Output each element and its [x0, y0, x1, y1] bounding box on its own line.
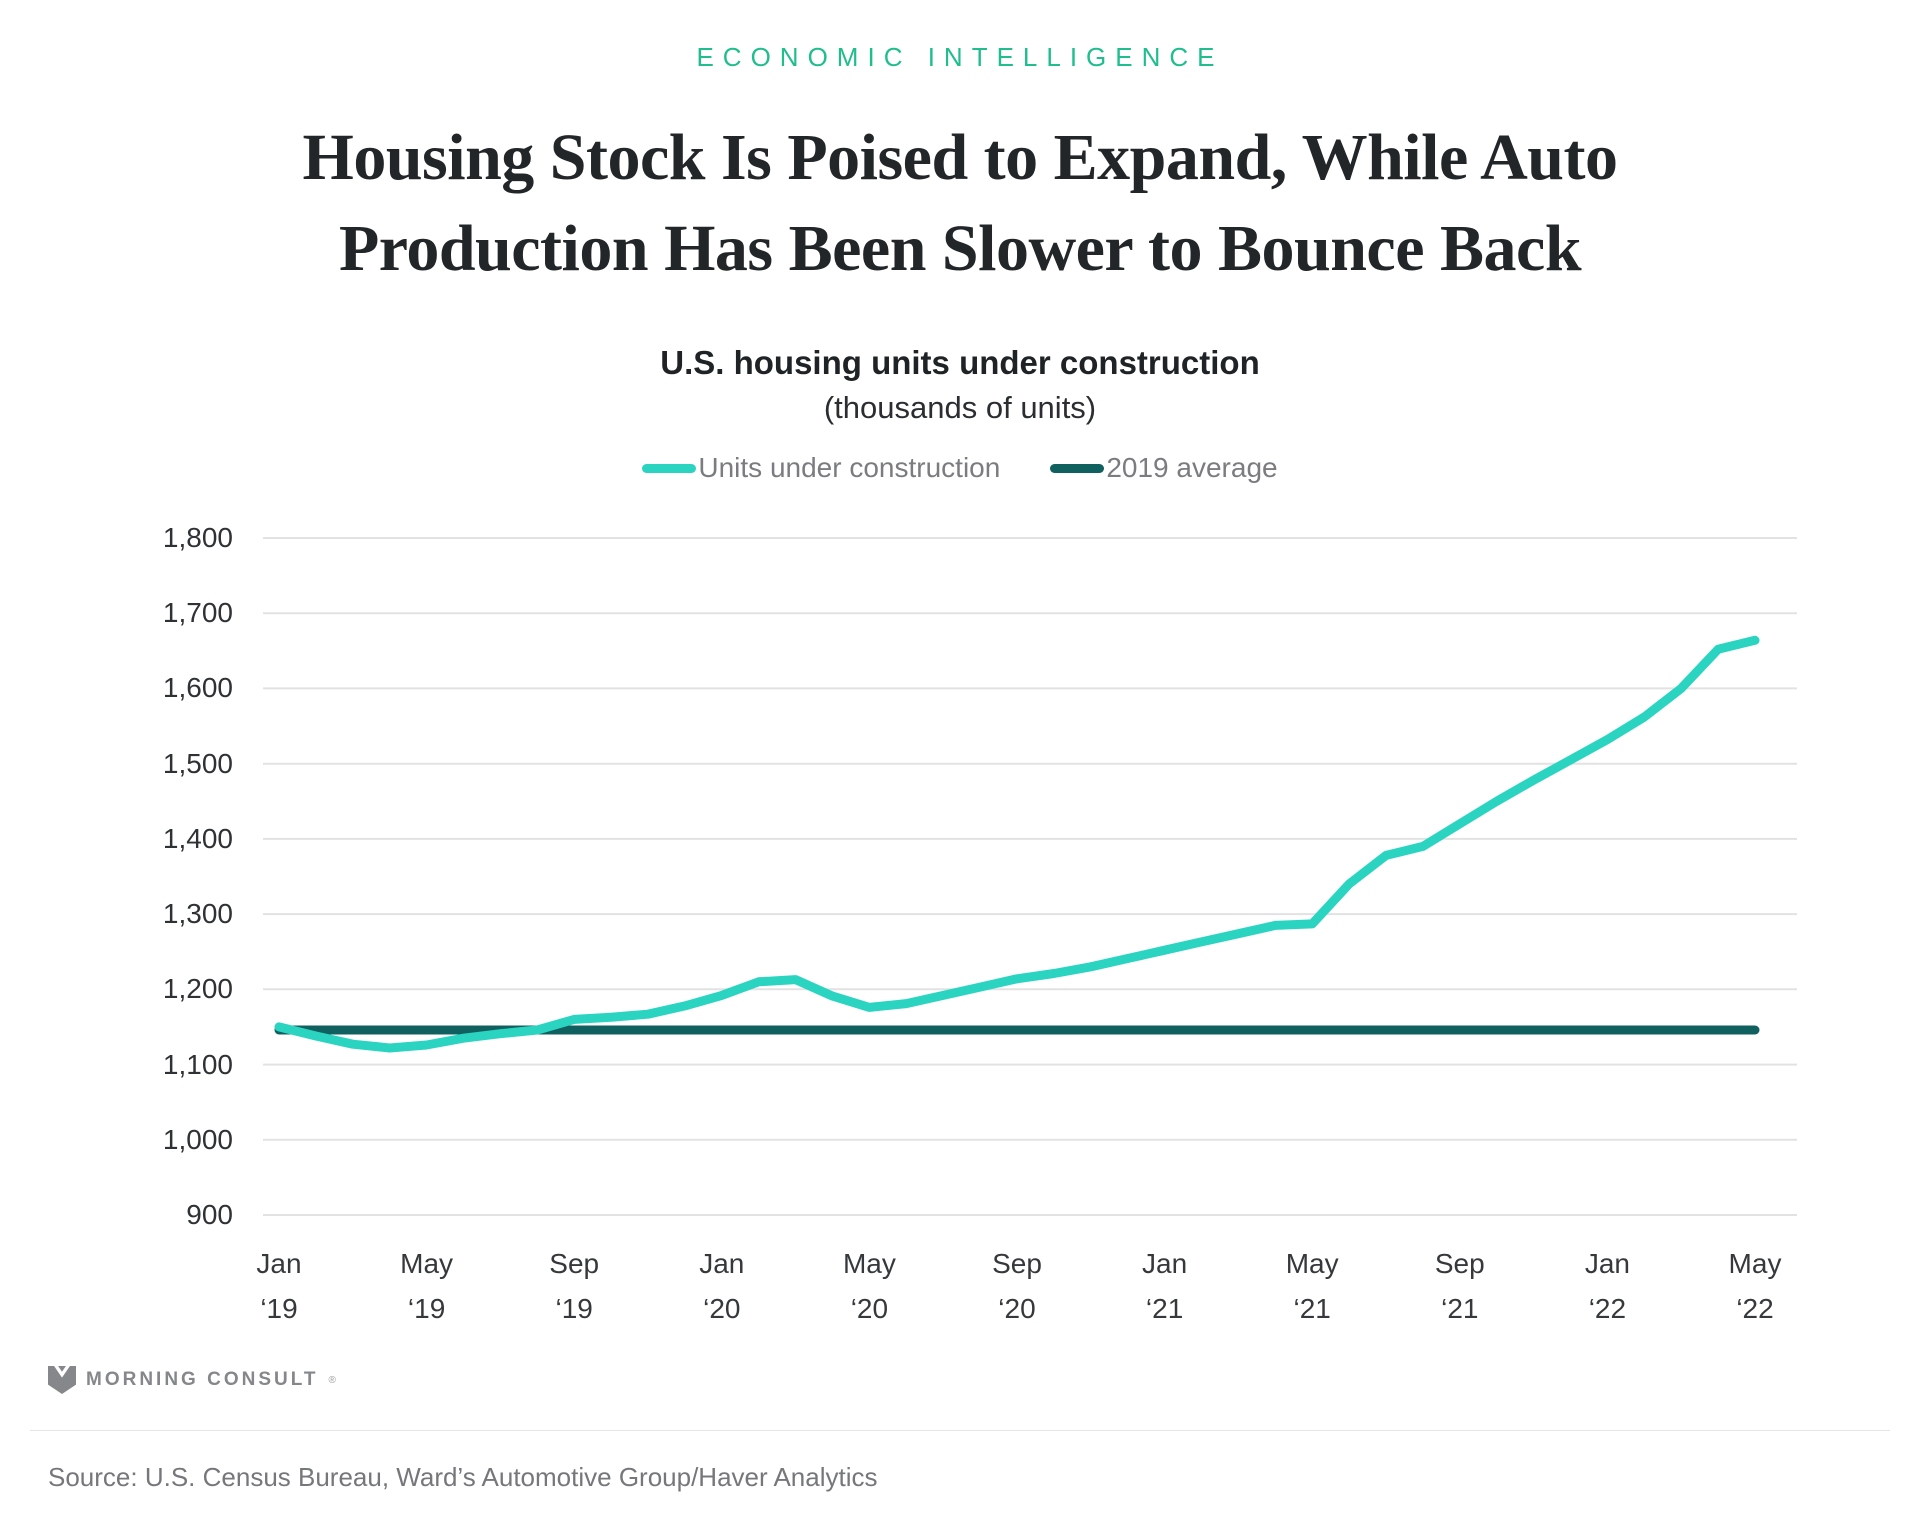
x-axis-month: Jan: [1142, 1248, 1188, 1279]
y-axis-label: 1,300: [162, 898, 233, 930]
footer-divider: [30, 1430, 1890, 1431]
x-axis-month: Sep: [1434, 1248, 1485, 1279]
legend-label: Units under construction: [698, 452, 1001, 483]
x-axis-year: ‘20: [850, 1293, 889, 1324]
x-axis-year: ‘21: [1293, 1293, 1331, 1324]
x-axis-label: Jan ‘20: [699, 1241, 744, 1331]
chart-units-note: (thousands of units): [823, 390, 1097, 425]
x-axis-year: ‘19: [260, 1293, 298, 1324]
chart-legend: Units under construction 2019 average: [0, 452, 1920, 484]
morning-consult-wordmark: MORNING CONSULT: [86, 1369, 319, 1390]
x-axis-label: Sep ‘19: [549, 1241, 599, 1331]
x-axis-month: Sep: [549, 1248, 600, 1279]
x-axis-month: May: [1285, 1248, 1339, 1279]
x-axis-year: ‘19: [555, 1293, 593, 1324]
x-axis-month: May: [842, 1248, 896, 1279]
x-axis-label: Sep ‘20: [992, 1241, 1042, 1331]
x-axis-month: Jan: [699, 1248, 745, 1279]
y-axis-label: 1,700: [162, 597, 233, 629]
x-axis-label: May ‘22: [1729, 1241, 1782, 1331]
y-axis-label: 1,200: [162, 973, 233, 1005]
legend-item-average: 2019 average: [1050, 452, 1278, 484]
x-axis-year: ‘21: [1145, 1293, 1184, 1324]
y-axis-label: 1,000: [162, 1123, 233, 1155]
page-title: Housing Stock Is Poised to Expand, While…: [302, 121, 1618, 286]
x-axis-month: May: [400, 1248, 454, 1279]
x-axis-month: Jan: [1584, 1248, 1630, 1279]
x-axis-month: Jan: [256, 1248, 302, 1279]
x-axis-label: May ‘21: [1286, 1241, 1339, 1331]
y-axis-label: 1,800: [162, 522, 233, 553]
y-axis-label: 1,100: [162, 1048, 233, 1080]
x-axis-year: ‘19: [407, 1293, 446, 1324]
source-attribution: Source: U.S. Census Bureau, Ward’s Autom…: [48, 1462, 878, 1492]
x-axis-month: May: [1728, 1248, 1782, 1279]
registered-mark: ®: [328, 1374, 336, 1386]
x-axis-year: ‘22: [1588, 1293, 1627, 1324]
x-axis-year: ‘22: [1736, 1293, 1774, 1324]
x-axis-label: Jan ‘22: [1585, 1241, 1630, 1331]
x-axis-year: ‘21: [1441, 1293, 1479, 1324]
y-axis-label: 1,600: [162, 672, 233, 704]
x-axis-label: May ‘20: [843, 1241, 896, 1331]
y-axis-label: 1,500: [162, 747, 233, 779]
legend-label: 2019 average: [1106, 452, 1278, 483]
morning-consult-m-icon: [48, 1366, 76, 1394]
x-axis-label: Jan ‘21: [1142, 1241, 1187, 1331]
x-axis-label: Sep ‘21: [1435, 1241, 1485, 1331]
x-axis-month: Sep: [992, 1248, 1042, 1279]
average-line-swatch: [1050, 463, 1105, 473]
units-line: [274, 635, 1760, 1053]
legend-item-units: Units under construction: [642, 452, 1000, 484]
chart-title: U.S. housing units under construction: [660, 344, 1260, 381]
morning-consult-logo: MORNING CONSULT ®: [48, 1366, 336, 1394]
eyebrow-label: ECONOMIC INTELLIGENCE: [696, 42, 1224, 72]
x-axis-label: May ‘19: [400, 1241, 453, 1331]
y-axis-label: 900: [186, 1199, 233, 1230]
y-axis-label: 1,400: [162, 822, 233, 854]
units-line-swatch: [642, 463, 697, 473]
x-axis-label: Jan ‘19: [256, 1241, 301, 1331]
x-axis-year: ‘20: [998, 1293, 1036, 1324]
x-axis-year: ‘20: [703, 1293, 741, 1324]
